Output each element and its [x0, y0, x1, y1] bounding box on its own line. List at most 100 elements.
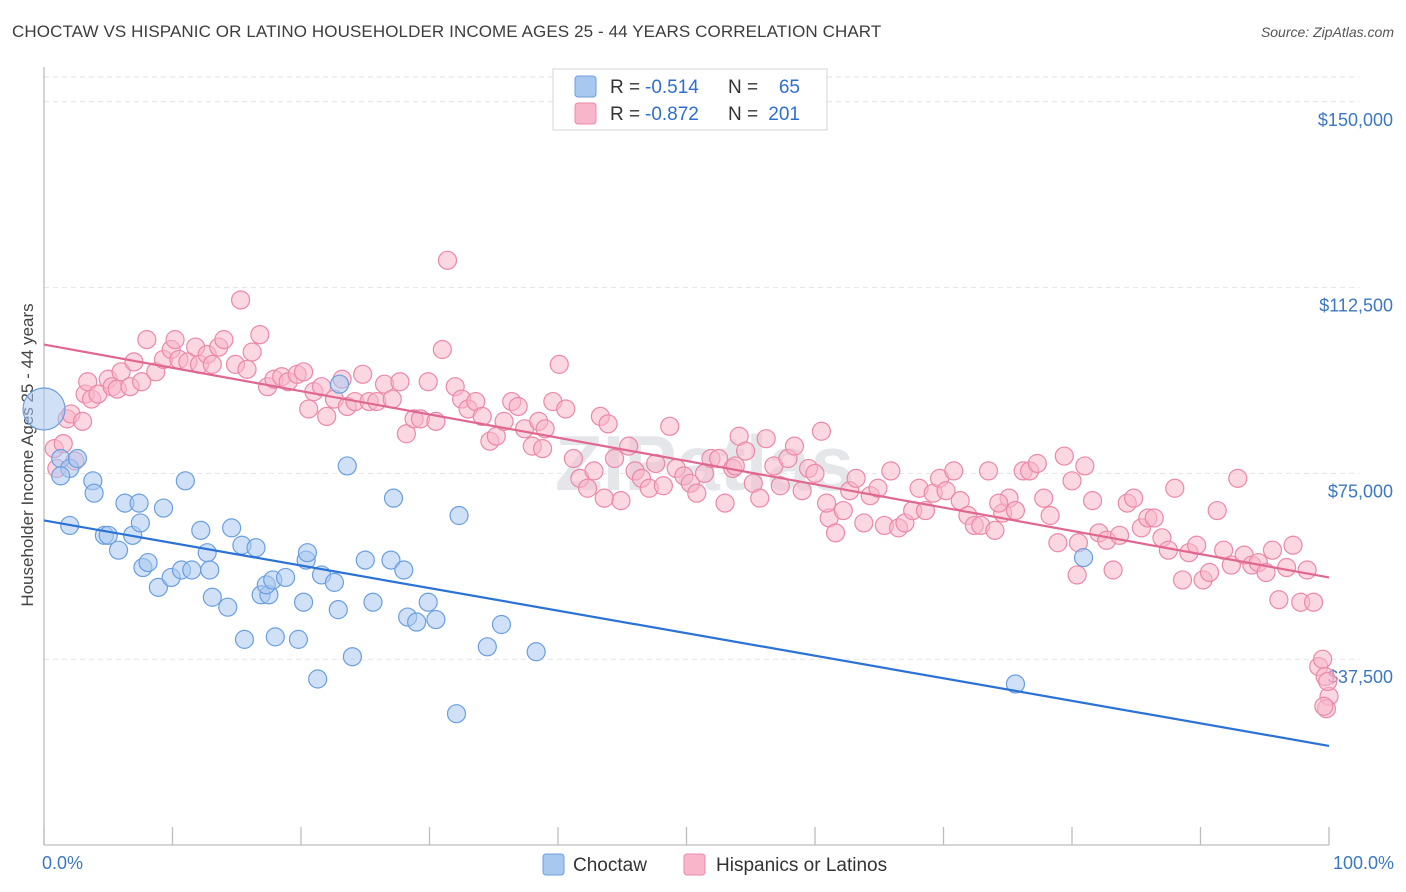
- hispanic-point: [725, 456, 745, 476]
- choctaw-trend-line: [43, 519, 1330, 747]
- choctaw-point: [293, 592, 314, 612]
- hispanic-point: [1318, 671, 1338, 692]
- hispanic-point: [382, 389, 402, 409]
- bottom-legend-swatch-choctaw: [542, 853, 565, 876]
- choctaw-point: [191, 520, 211, 540]
- hispanic-point: [202, 354, 222, 374]
- choctaw-point: [446, 704, 467, 724]
- hispanic-point: [756, 429, 776, 449]
- y-tick-label: $150,000: [1318, 110, 1393, 130]
- series-choctaw-points: [22, 374, 1094, 724]
- hispanic-point: [1297, 560, 1317, 580]
- choctaw-point: [324, 572, 345, 592]
- choctaw-point: [84, 483, 104, 503]
- choctaw-point: [265, 627, 285, 647]
- hispanic-point: [660, 416, 680, 436]
- legend-n-value-1: 65: [779, 77, 800, 98]
- bottom-legend-label-hispanic: Hispanics or Latinos: [716, 855, 887, 876]
- legend-r-value-2: -0.872: [645, 104, 699, 125]
- choctaw-point: [491, 614, 512, 635]
- hispanic-point: [1303, 592, 1324, 612]
- hispanic-point: [293, 362, 314, 382]
- x-tick-label-min: 0.0%: [42, 853, 83, 873]
- hispanic-point: [944, 461, 964, 481]
- choctaw-point: [246, 538, 266, 558]
- choctaw-point: [381, 550, 401, 570]
- hispanic-point: [432, 339, 452, 360]
- choctaw-point: [197, 543, 217, 563]
- hispanic-point: [989, 493, 1009, 513]
- choctaw-point: [182, 560, 202, 580]
- hispanic-point: [770, 476, 790, 496]
- hispanic-point: [584, 461, 604, 481]
- source-label: Source: ZipAtlas.com: [1260, 24, 1394, 40]
- hispanic-point: [535, 419, 555, 439]
- hispanic-point: [396, 424, 416, 444]
- hispanic-point: [978, 461, 999, 481]
- hispanic-point: [936, 481, 956, 501]
- choctaw-point: [297, 543, 318, 563]
- hispanic-point: [1082, 491, 1103, 511]
- hispanic-point: [1312, 649, 1333, 669]
- legend-r-label-1: R =: [610, 77, 640, 98]
- choctaw-point: [234, 629, 255, 649]
- hispanic-point: [604, 448, 625, 469]
- choctaw-point: [407, 612, 427, 632]
- hispanic-point: [1207, 500, 1227, 521]
- choctaw-point: [288, 629, 309, 649]
- choctaw-point: [337, 456, 357, 476]
- choctaw-point: [138, 552, 158, 573]
- choctaw-point: [418, 592, 438, 612]
- y-tick-labels: $37,500 $75,000 $112,500 $150,000: [1318, 110, 1393, 687]
- hispanic-point: [1256, 562, 1276, 583]
- hispanic-point: [1027, 453, 1047, 474]
- hispanic-point: [1075, 456, 1095, 476]
- choctaw-point: [202, 587, 222, 607]
- hispanic-point: [165, 330, 185, 350]
- hispanic-point: [577, 478, 598, 498]
- hispanic-point: [532, 439, 553, 459]
- hispanic-trend-line: [43, 343, 1330, 579]
- hispanic-point: [556, 399, 576, 419]
- hispanic-point: [111, 362, 131, 382]
- hispanic-point: [1262, 540, 1283, 560]
- choctaw-point: [449, 505, 469, 526]
- choctaw-point: [51, 466, 71, 486]
- choctaw-point: [328, 600, 348, 620]
- choctaw-point: [130, 513, 150, 533]
- hispanic-point: [1062, 471, 1082, 491]
- choctaw-point: [275, 567, 296, 588]
- hispanic-point: [437, 250, 458, 270]
- legend-box: [552, 68, 828, 131]
- hispanic-point: [390, 372, 410, 392]
- legend: R = -0.514 N = 65 R = -0.872 N = 201: [552, 68, 828, 131]
- hispanic-point: [805, 463, 825, 483]
- choctaw-point: [426, 609, 446, 630]
- choctaw-point: [67, 448, 88, 469]
- axes: [43, 67, 1330, 846]
- hispanic-point: [715, 493, 735, 513]
- hispanic-point: [825, 523, 846, 543]
- hispanic-point: [1054, 446, 1074, 466]
- hispanic-point: [132, 372, 152, 392]
- trend-lines: [43, 343, 1330, 747]
- choctaw-point: [308, 669, 328, 689]
- hispanic-point: [563, 448, 584, 469]
- legend-n-value-2: 201: [768, 104, 800, 125]
- choctaw-point: [355, 550, 375, 570]
- hispanic-point: [1314, 696, 1334, 716]
- x-tick-label-max: 100.0%: [1333, 853, 1394, 873]
- y-tick-label: $75,000: [1328, 481, 1393, 501]
- hispanic-point: [1048, 533, 1068, 553]
- choctaw-point: [22, 387, 66, 431]
- choctaw-point: [218, 597, 238, 617]
- hispanic-point: [353, 364, 373, 384]
- hispanic-point: [1269, 590, 1289, 610]
- legend-swatch-choctaw: [574, 75, 597, 98]
- choctaw-point: [383, 488, 404, 508]
- hispanic-point: [1228, 468, 1248, 488]
- hispanic-point: [868, 478, 888, 498]
- hispanic-point: [846, 468, 866, 488]
- hispanic-point: [317, 406, 337, 427]
